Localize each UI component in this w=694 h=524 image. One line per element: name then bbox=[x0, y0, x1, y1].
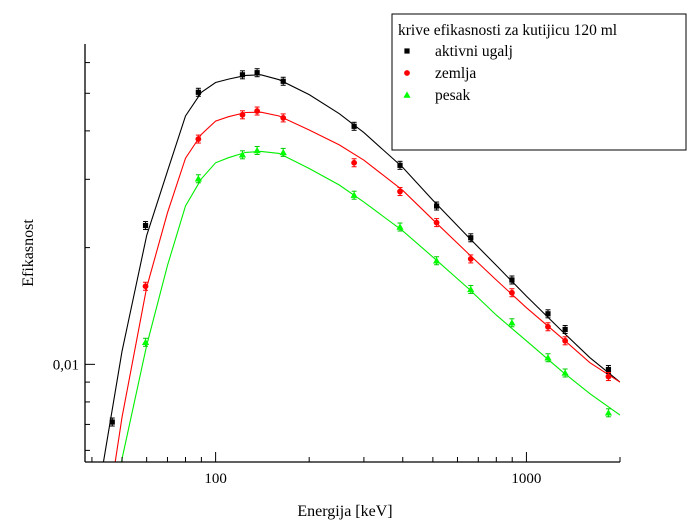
data-point-zemlja bbox=[545, 323, 551, 330]
data-point-aktivni-ugalj bbox=[605, 366, 612, 373]
legend-title: krive efikasnosti za kutijicu 120 ml bbox=[398, 22, 617, 39]
data-point-pesak bbox=[544, 354, 552, 361]
data-point-zemlja bbox=[195, 136, 202, 142]
data-point-aktivni-ugalj bbox=[509, 277, 515, 283]
data-point-aktivni-ugalj bbox=[397, 162, 403, 168]
legend-marker-aktivni-ugalj bbox=[404, 48, 410, 54]
data-point-zemlja bbox=[239, 111, 246, 118]
data-point-aktivni-ugalj bbox=[195, 89, 201, 95]
data-point-zemlja bbox=[397, 188, 403, 195]
data-point-aktivni-ugalj bbox=[142, 222, 149, 229]
data-point-pesak bbox=[350, 191, 358, 198]
data-point-zemlja bbox=[605, 373, 612, 380]
data-point-zemlja bbox=[562, 337, 569, 344]
data-point-aktivni-ugalj bbox=[468, 235, 474, 241]
data-point-aktivni-ugalj bbox=[351, 123, 357, 129]
data-point-pesak bbox=[561, 369, 569, 376]
y-tick-label: 0,01 bbox=[53, 357, 79, 373]
data-point-pesak bbox=[194, 175, 202, 182]
data-point-pesak bbox=[279, 148, 287, 156]
data-point-aktivni-ugalj bbox=[239, 72, 246, 78]
axes bbox=[84, 44, 620, 463]
data-point-pesak bbox=[396, 223, 404, 230]
data-point-zemlja bbox=[142, 283, 149, 290]
data-point-pesak bbox=[253, 146, 261, 154]
axis-ticks: 100 1000 0,01 bbox=[53, 62, 621, 487]
data-point-aktivni-ugalj bbox=[109, 419, 115, 425]
legend-box bbox=[391, 13, 687, 151]
fit-line-pesak bbox=[121, 150, 620, 462]
data-point-aktivni-ugalj bbox=[433, 203, 440, 209]
data-point-pesak bbox=[467, 285, 475, 293]
data-point-aktivni-ugalj bbox=[254, 70, 260, 76]
legend-marker-pesak bbox=[403, 91, 411, 98]
legend-entries: aktivni ugalj zemlja pesak bbox=[403, 43, 513, 104]
data-point-aktivni-ugalj bbox=[280, 78, 286, 84]
legend-label-zemlja: zemlja bbox=[435, 65, 476, 82]
data-point-aktivni-ugalj bbox=[545, 311, 551, 317]
data-point-pesak bbox=[141, 338, 150, 345]
legend: krive efikasnosti za kutijicu 120 ml akt… bbox=[391, 13, 687, 151]
data-point-zemlja bbox=[351, 159, 358, 166]
x-tick-label: 100 bbox=[204, 471, 227, 487]
data-point-zemlja bbox=[509, 289, 515, 296]
data-point-zemlja bbox=[254, 108, 261, 114]
data-point-pesak bbox=[432, 257, 441, 264]
data-point-zemlja bbox=[280, 115, 287, 121]
x-tick-label: 1000 bbox=[511, 471, 541, 487]
data-point-zemlja bbox=[467, 256, 474, 262]
legend-marker-zemlja bbox=[404, 70, 410, 76]
y-axis-title: Efikasnost bbox=[20, 219, 37, 287]
legend-label-pesak: pesak bbox=[435, 87, 471, 104]
legend-label-aktivni-ugalj: aktivni ugalj bbox=[435, 43, 513, 60]
data-points bbox=[109, 68, 613, 427]
data-point-pesak bbox=[604, 409, 613, 416]
data-point-pesak bbox=[238, 151, 247, 158]
data-point-pesak bbox=[508, 319, 516, 326]
x-axis-title: Energija [keV] bbox=[297, 503, 392, 520]
data-point-aktivni-ugalj bbox=[562, 326, 568, 333]
data-point-zemlja bbox=[433, 219, 440, 226]
